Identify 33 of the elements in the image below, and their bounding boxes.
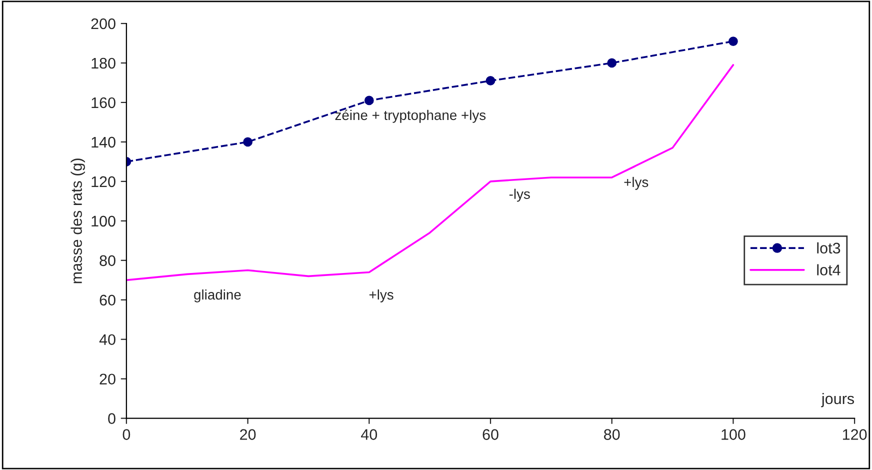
annotation: +lys — [369, 289, 394, 302]
line-series — [126, 64, 734, 282]
point — [728, 36, 738, 46]
legend-label: lot3 — [817, 242, 840, 254]
y-tick-label: 100 — [92, 216, 116, 227]
y-tick-label: 180 — [92, 58, 116, 69]
x-tick-label: 60 — [482, 429, 498, 440]
point — [243, 137, 252, 147]
annotation: -lys — [509, 188, 530, 202]
y-tick-label: 120 — [92, 176, 116, 188]
y-tick-label: 200 — [91, 18, 116, 30]
y-tick-label: 160 — [92, 97, 116, 108]
y-tick-label: 40 — [99, 334, 116, 346]
y-axis-title: masse des rats (g) — [70, 158, 85, 284]
y-tick-label: 20 — [100, 374, 116, 385]
x-tick-label: 40 — [361, 429, 378, 440]
y-tick-label: 60 — [100, 294, 116, 306]
point — [364, 96, 374, 106]
y-tick-label: 80 — [100, 255, 116, 266]
y-tick-label: 140 — [92, 136, 116, 148]
y-tick-label: 0 — [108, 413, 116, 424]
annotation: +lys — [624, 176, 648, 190]
x-axis-title: jours — [821, 392, 854, 408]
point — [607, 58, 617, 68]
x-tick-label: 0 — [122, 429, 130, 440]
annotation: zéine + tryptophane +lys — [335, 110, 486, 123]
annotation: gliadine — [194, 289, 241, 302]
legend-label: lot4 — [817, 264, 840, 276]
point — [486, 76, 496, 86]
x-tick-label: 120 — [842, 429, 867, 440]
x-tick-label: 20 — [240, 429, 256, 440]
x-tick-label: 100 — [722, 429, 746, 440]
x-tick-label: 80 — [604, 429, 620, 440]
